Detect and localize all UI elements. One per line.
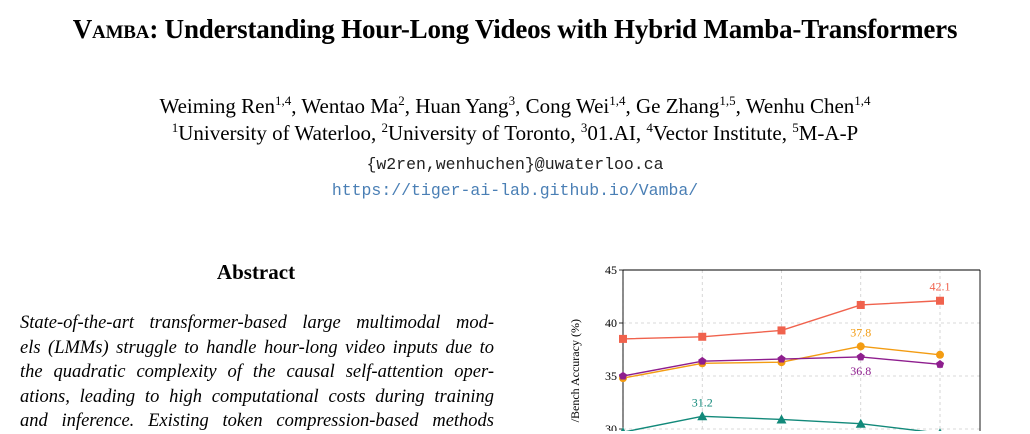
abstract-line: the quadratic complexity of the causal s… <box>20 362 494 383</box>
affiliation-number: 5 <box>792 120 799 135</box>
data-point-circle <box>856 342 865 351</box>
author-name: Wenhu Chen <box>745 94 855 118</box>
project-url-link[interactable]: https://tiger-ai-lab.github.io/Vamba/ <box>331 181 699 200</box>
author-affiliation-mark: 1,4 <box>274 93 292 108</box>
abstract-body: State-of-the-art transformer-based large… <box>20 311 494 434</box>
title-model-name: Vamba <box>72 14 150 44</box>
data-point-triangle <box>697 411 708 421</box>
affiliation-number: 4 <box>646 120 653 135</box>
abstract-heading: Abstract <box>216 260 296 284</box>
data-point-square <box>619 334 627 343</box>
data-point-circle <box>936 350 944 359</box>
data-label: 37.8 <box>850 325 871 339</box>
data-point-pentagon <box>856 352 865 361</box>
affiliation-name: 01.AI <box>587 121 636 145</box>
affiliation-number: 1 <box>171 120 179 135</box>
author-name: Cong Wei <box>525 94 610 118</box>
author-name: Wentao Ma <box>301 94 399 118</box>
affiliation-list: 1University of Waterloo, 2University of … <box>171 120 859 145</box>
data-label: 31.2 <box>692 395 713 409</box>
affiliation-name: University of Waterloo <box>178 121 371 145</box>
accuracy-line-chart: 45 40 35 30/Bench Accuracy (%) 42.1 37.8 36.8… <box>568 263 981 431</box>
data-label: 42.1 <box>930 280 951 294</box>
data-point-square <box>936 296 944 305</box>
abstract-line: State-of-the-art transformer-based large… <box>20 313 494 333</box>
data-point-triangle <box>620 427 626 431</box>
y-tick-label: 40 <box>605 316 617 330</box>
chart-series <box>618 296 945 431</box>
y-axis-label: /Bench Accuracy (%) <box>568 319 582 422</box>
abstract-line: els (LMMs) struggle to handle hour-long … <box>20 337 494 358</box>
data-point-square <box>856 300 865 309</box>
contact-email[interactable]: {w2ren,wenhuchen}@uwaterloo.ca <box>366 155 664 174</box>
author-name: Weiming Ren <box>159 94 275 118</box>
data-point-triangle <box>776 414 787 424</box>
author-affiliation-mark: 1,4 <box>609 93 626 108</box>
affiliation-name: M-A-P <box>798 121 859 145</box>
y-tick-label: 45 <box>605 263 617 277</box>
author-name: Ge Zhang <box>635 94 720 118</box>
author-affiliation-mark: 3 <box>508 93 516 108</box>
affiliation-number: 2 <box>381 120 388 135</box>
affiliation-name: University of Toronto <box>387 121 571 145</box>
author-list: Weiming Ren1,4, Wentao Ma2, Huan Yang3, … <box>159 93 871 118</box>
y-tick-label: 30 <box>605 422 617 431</box>
data-point-pentagon <box>698 356 707 365</box>
affiliation-number: 3 <box>580 120 588 135</box>
abstract-line: and inference. Existing token compressio… <box>20 411 494 432</box>
author-affiliation-mark: 1,5 <box>719 93 736 108</box>
chart-axes: 45 40 35 30/Bench Accuracy (%) <box>568 263 981 431</box>
data-point-pentagon <box>777 354 786 363</box>
abstract-line: ations, leading to high computational co… <box>20 386 494 407</box>
data-point-square <box>698 332 707 341</box>
data-label: 36.8 <box>850 364 871 378</box>
author-block: Weiming Ren1,4, Wentao Ma2, Huan Yang3, … <box>0 93 1030 147</box>
chart-annotations: 42.1 37.8 36.8 31.2 <box>692 280 951 410</box>
y-tick-label: 35 <box>605 369 617 383</box>
paper-title: Vamba: Understanding Hour-Long Videos wi… <box>0 14 1030 45</box>
author-affiliation-mark: 2 <box>398 93 405 108</box>
chart-grid <box>622 269 980 431</box>
data-point-triangle <box>938 428 942 431</box>
data-point-square <box>777 326 786 335</box>
affiliation-name: Vector Institute <box>652 121 782 145</box>
author-name: Huan Yang <box>415 94 509 118</box>
data-point-pentagon <box>618 371 628 380</box>
title-rest: : Understanding Hour-Long Videos with Hy… <box>149 14 958 44</box>
data-point-pentagon <box>935 360 945 368</box>
data-point-triangle <box>855 418 866 428</box>
author-affiliation-mark: 1,4 <box>854 93 871 108</box>
